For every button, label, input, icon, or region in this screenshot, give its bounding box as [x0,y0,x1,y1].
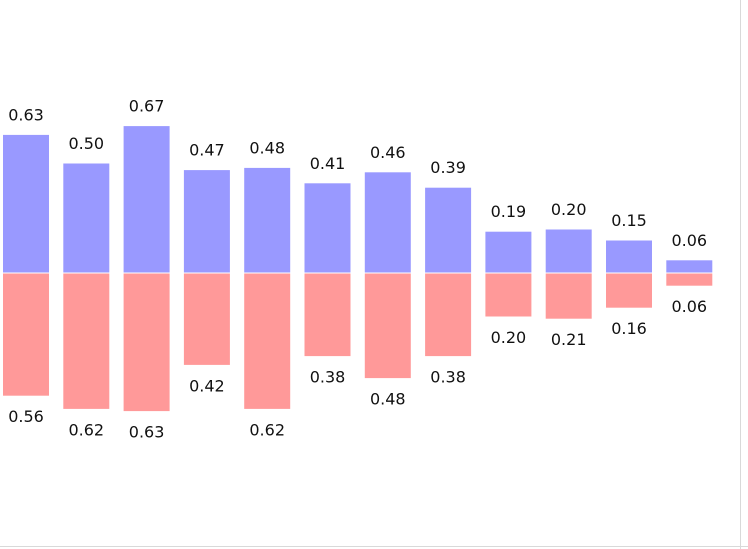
frame-border-bottom [0,546,748,547]
upper-value-label-6: 0.41 [310,154,346,173]
lower-bar-7 [363,272,412,380]
lower-value-label-5: 0.62 [249,420,285,439]
lower-bar-12 [665,272,714,287]
lower-series-labels: 0.56 0.62 0.63 0.42 0.62 0.38 0.48 0.38 0.20 0.21… [8,297,707,441]
upper-bar-7 [363,171,412,274]
lower-value-label-9: 0.20 [491,328,527,347]
frame-border-right [740,0,741,549]
lower-value-label-3: 0.63 [129,423,165,442]
lower-value-label-2: 0.62 [68,420,104,439]
lower-value-label-6: 0.38 [310,368,346,387]
upper-value-label-10: 0.20 [551,200,587,219]
lower-value-label-1: 0.56 [8,407,44,426]
lower-bar-9 [484,272,533,318]
lower-series-bars [2,272,714,413]
lower-bar-3 [122,272,171,413]
upper-value-label-3: 0.67 [129,97,165,116]
lower-bar-6 [303,272,352,358]
upper-bar-11 [605,239,653,274]
upper-bar-6 [303,182,352,274]
lower-bar-2 [62,272,111,410]
upper-bar-3 [122,125,171,274]
lower-value-label-10: 0.21 [551,330,587,349]
upper-bar-1 [2,133,50,274]
upper-value-label-7: 0.46 [370,143,406,162]
upper-value-label-12: 0.06 [671,231,707,250]
upper-bar-9 [484,230,533,274]
upper-series-labels: 0.63 0.50 0.67 0.47 0.48 0.41 0.46 0.39 0.19 0.20… [8,97,707,250]
lower-value-label-8: 0.38 [430,368,466,387]
upper-value-label-11: 0.15 [611,211,647,230]
upper-bar-10 [544,228,593,274]
upper-value-label-2: 0.50 [68,134,104,153]
upper-bar-5 [243,166,292,274]
upper-series-bars [2,125,714,274]
lower-bar-8 [424,272,473,358]
lower-bar-11 [605,272,653,309]
lower-bar-5 [243,272,292,410]
upper-value-label-5: 0.48 [249,138,285,157]
lower-bar-10 [544,272,593,320]
lower-bar-1 [2,272,50,397]
lower-bar-4 [182,272,231,366]
upper-value-label-4: 0.47 [189,141,225,160]
lower-value-label-4: 0.42 [189,376,225,395]
upper-value-label-8: 0.39 [430,158,466,177]
upper-value-label-9: 0.19 [491,202,527,221]
upper-value-label-1: 0.63 [8,105,44,124]
lower-value-label-7: 0.48 [370,390,406,409]
upper-bar-12 [665,259,714,274]
lower-value-label-12: 0.06 [671,297,707,316]
upper-bar-8 [424,186,473,274]
upper-bar-2 [62,162,111,274]
upper-bar-4 [182,169,231,274]
lower-value-label-11: 0.16 [611,319,647,338]
